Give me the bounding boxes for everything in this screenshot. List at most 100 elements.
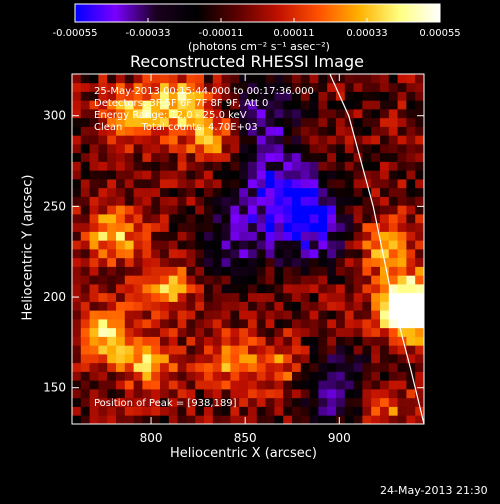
heatmap-cell [300, 74, 310, 84]
heatmap-cell [292, 117, 302, 127]
heatmap-cell [160, 196, 170, 206]
heatmap-cell [133, 214, 143, 224]
heatmap-cell [274, 214, 284, 224]
heatmap-cell [160, 187, 170, 197]
heatmap-cell [256, 362, 266, 372]
heatmap-cell [98, 214, 108, 224]
heatmap-cell [309, 354, 319, 364]
heatmap-cell [283, 284, 293, 294]
heatmap-cell [151, 109, 161, 119]
heatmap-cell [415, 100, 425, 110]
heatmap-cell [72, 91, 82, 101]
heatmap-cell [327, 144, 337, 154]
heatmap-cell [107, 144, 117, 154]
heatmap-cell [142, 240, 152, 250]
heatmap-cell [230, 336, 240, 346]
heatmap-cell [300, 135, 310, 145]
heatmap-cell [204, 301, 214, 311]
heatmap-cell [186, 257, 196, 267]
heatmap-cell [388, 380, 398, 390]
heatmap-cell [204, 380, 214, 390]
heatmap-cell [415, 214, 425, 224]
heatmap-cell [168, 266, 178, 276]
heatmap-cell [380, 231, 390, 241]
heatmap-cell [327, 380, 337, 390]
heatmap-cell [292, 170, 302, 180]
heatmap-cell [177, 91, 187, 101]
heatmap-cell [124, 144, 134, 154]
heatmap-cell [353, 319, 363, 329]
heatmap-cell [98, 406, 108, 416]
heatmap-cell [353, 292, 363, 302]
heatmap-cell [133, 284, 143, 294]
heatmap-cell [80, 170, 90, 180]
heatmap-cell [406, 362, 416, 372]
heatmap-cell [89, 292, 99, 302]
heatmap-cell [362, 397, 372, 407]
heatmap-cell [142, 406, 152, 416]
heatmap-cell [344, 415, 354, 425]
heatmap-cell [362, 362, 372, 372]
heatmap-cell [283, 179, 293, 189]
heatmap-cell [212, 345, 222, 355]
heatmap-cell [344, 214, 354, 224]
heatmap-cell [292, 249, 302, 259]
heatmap-cell [177, 406, 187, 416]
heatmap-cell [380, 170, 390, 180]
heatmap-cell [80, 161, 90, 171]
heatmap-cell [107, 371, 117, 381]
heatmap-cell [186, 222, 196, 232]
heatmap-cell [239, 415, 249, 425]
heatmap-cell [300, 161, 310, 171]
heatmap-cell [230, 327, 240, 337]
heatmap-cell [292, 319, 302, 329]
heatmap-cell [151, 415, 161, 425]
heatmap-cell [142, 179, 152, 189]
heatmap-cell [142, 249, 152, 259]
heatmap-cell [124, 336, 134, 346]
heatmap-cell [133, 371, 143, 381]
heatmap-cell [362, 327, 372, 337]
heatmap-cell [406, 82, 416, 92]
heatmap-cell [230, 240, 240, 250]
heatmap-cell [80, 117, 90, 127]
heatmap-cell [415, 275, 425, 285]
heatmap-cell [107, 126, 117, 136]
footer-timestamp: 24-May-2013 21:30 [380, 484, 488, 497]
heatmap-cell [327, 82, 337, 92]
heatmap-cell [362, 249, 372, 259]
heatmap-cell [72, 196, 82, 206]
heatmap-cell [388, 91, 398, 101]
heatmap-cell [239, 380, 249, 390]
heatmap-cell [98, 126, 108, 136]
heatmap-cell [89, 82, 99, 92]
heatmap-cell [124, 222, 134, 232]
heatmap-cell [318, 74, 328, 84]
heatmap-cell [336, 406, 346, 416]
heatmap-cell [195, 336, 205, 346]
heatmap-cell [195, 371, 205, 381]
heatmap-cell [124, 135, 134, 145]
heatmap-cell [371, 249, 381, 259]
heatmap-cell [177, 310, 187, 320]
heatmap-cell [142, 170, 152, 180]
heatmap-cell [177, 117, 187, 127]
heatmap-cell [274, 144, 284, 154]
heatmap-cell [248, 354, 258, 364]
heatmap-cell [98, 336, 108, 346]
heatmap-cell [344, 397, 354, 407]
heatmap-cell [318, 345, 328, 355]
heatmap-cell [283, 152, 293, 162]
solar-limb [329, 73, 425, 425]
heatmap-cell [397, 284, 407, 294]
heatmap-cell [212, 389, 222, 399]
heatmap-cell [371, 284, 381, 294]
heatmap-cell [133, 170, 143, 180]
heatmap-cell [186, 292, 196, 302]
heatmap-cell [239, 240, 249, 250]
heatmap-cell [72, 406, 82, 416]
heatmap-cell [415, 222, 425, 232]
heatmap-cell [406, 240, 416, 250]
heatmap-cell [318, 135, 328, 145]
heatmap-cell [406, 144, 416, 154]
